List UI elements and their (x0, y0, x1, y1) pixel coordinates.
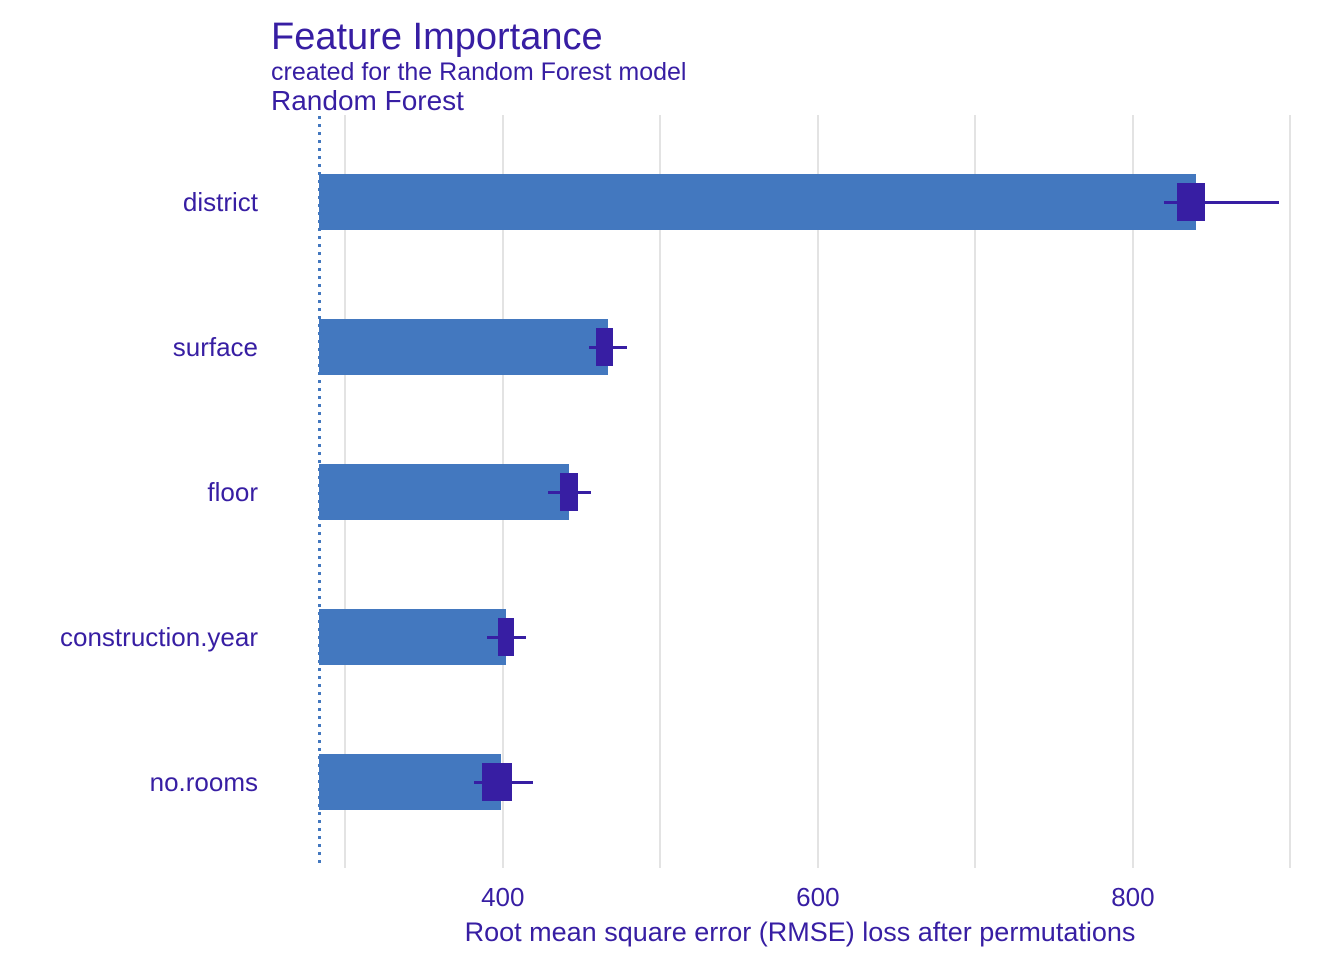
x-tick-label: 600 (796, 882, 840, 912)
facet-strip-label: Random Forest (271, 85, 464, 116)
chart-subtitle: created for the Random Forest model (271, 58, 687, 86)
boxplot-box (595, 328, 614, 366)
importance-bar-surface (319, 319, 609, 375)
importance-bar-district (319, 174, 1196, 230)
boxplot-box (559, 473, 579, 511)
grid-line (974, 115, 977, 868)
y-axis-label-surface: surface (172, 332, 258, 362)
grid-line (1289, 115, 1292, 868)
boxplot-box (1177, 183, 1206, 221)
x-axis-title: Root mean square error (RMSE) loss after… (464, 917, 1136, 947)
grid-line (816, 115, 819, 868)
importance-bar-no-rooms (319, 754, 502, 810)
importance-bar-floor (319, 464, 569, 520)
boxplot-box (498, 618, 514, 656)
boxplot-whisker (1164, 200, 1280, 204)
y-axis-label-floor: floor (207, 477, 258, 507)
page-title: Feature Importance (271, 16, 603, 58)
boxplot-box (482, 763, 513, 801)
y-axis-label-construction-year: construction.year (60, 622, 258, 652)
y-axis-label-district: district (182, 187, 258, 217)
y-axis-label-no-rooms: no.rooms (149, 767, 258, 797)
x-tick-label: 400 (481, 882, 525, 912)
importance-bar-construction-year (319, 609, 506, 665)
x-tick-label: 800 (1111, 882, 1155, 912)
grid-line (659, 115, 662, 868)
grid-line (1131, 115, 1134, 868)
